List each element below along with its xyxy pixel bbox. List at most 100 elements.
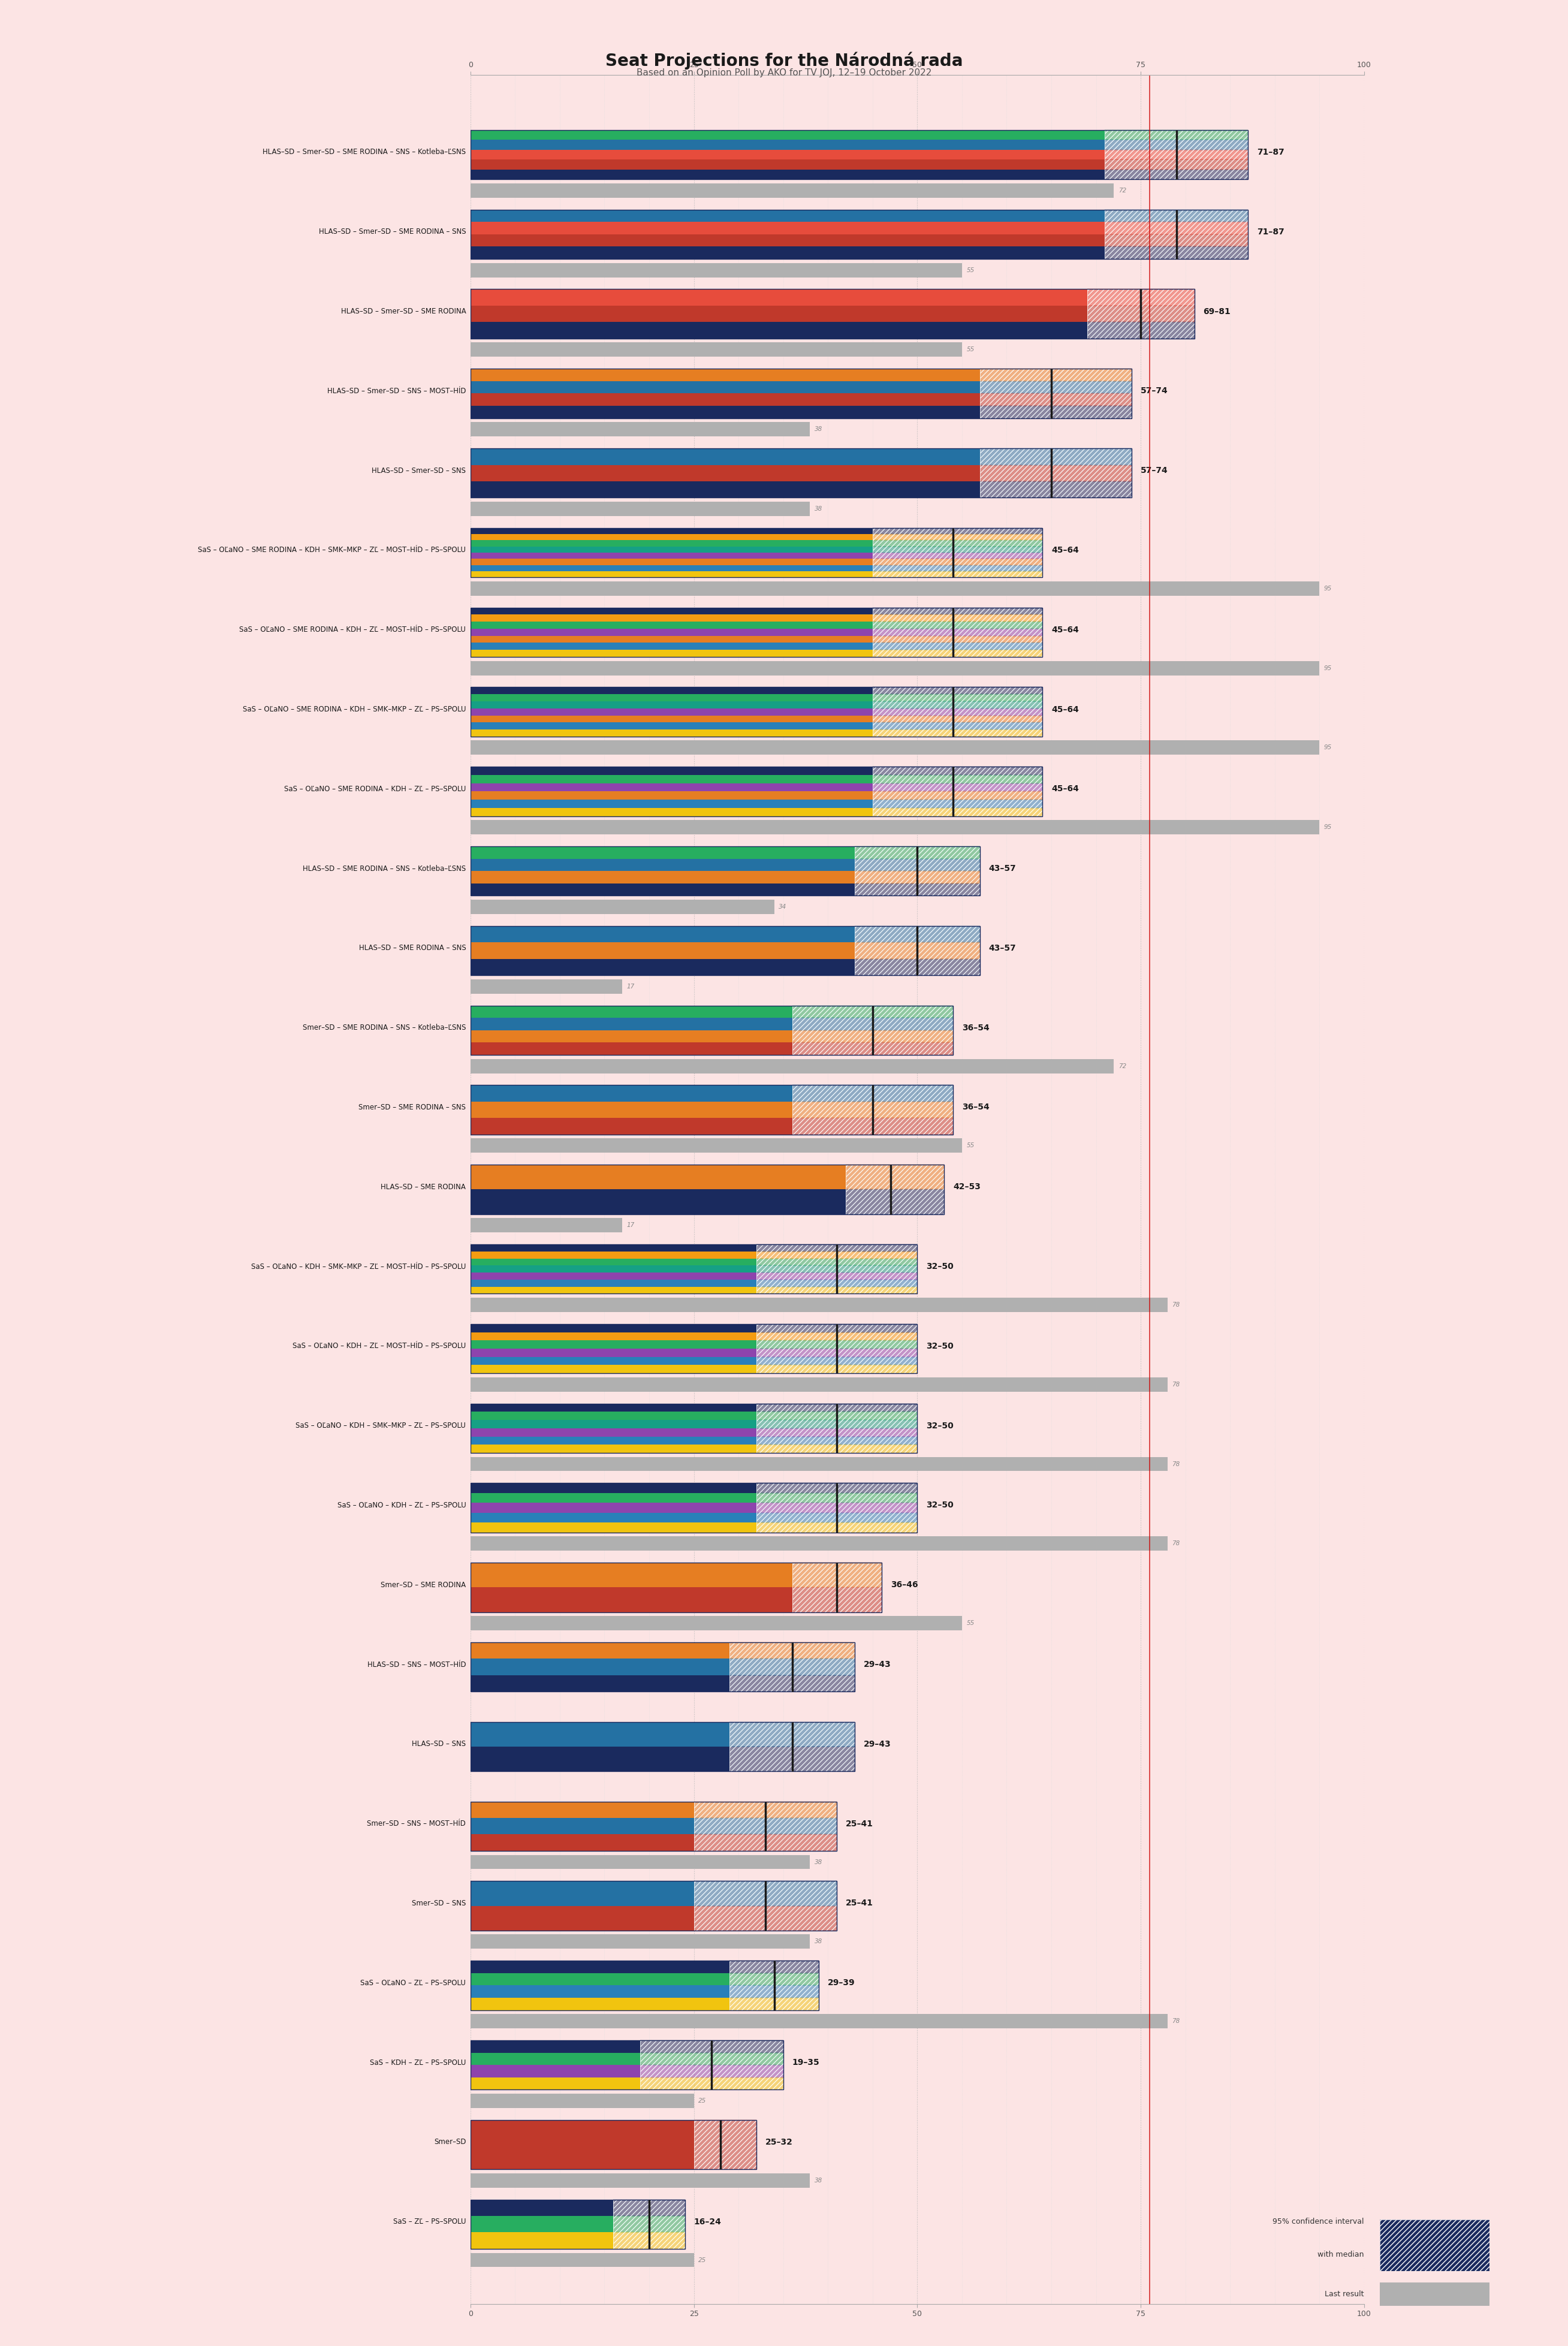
Bar [872,540,1043,547]
Bar [470,129,1248,178]
Bar [872,791,1043,800]
Text: 95: 95 [1323,823,1331,830]
Bar [693,1881,837,1905]
Bar [872,615,1043,622]
Bar [470,1103,792,1119]
Bar [470,540,872,547]
Text: 55: 55 [966,1621,974,1626]
Bar [693,1905,837,1931]
Bar [756,1349,917,1356]
Bar [756,1429,917,1436]
Bar [470,209,1105,223]
Bar [756,1243,917,1250]
Bar [756,1436,917,1445]
Text: SaS – OĽaNO – KDH – ZĽ – PS–SPOLU: SaS – OĽaNO – KDH – ZĽ – PS–SPOLU [337,1501,466,1508]
Bar [470,1030,792,1042]
Bar [470,1483,756,1492]
Bar [792,1119,953,1135]
Text: Smer–SD – SNS: Smer–SD – SNS [412,1900,466,1907]
Text: Smer–SD – SME RODINA: Smer–SD – SME RODINA [381,1581,466,1588]
Bar [872,687,1043,694]
Bar [980,394,1132,406]
Bar [640,2064,784,2076]
Bar [729,1675,855,1691]
Bar [470,694,872,701]
Bar [470,528,872,535]
Bar [872,528,1043,535]
Bar [756,1492,917,1504]
Bar [470,927,855,943]
Bar [756,1257,917,1264]
Text: 38: 38 [814,1858,823,1865]
Bar [470,1403,756,1412]
Bar [729,1642,855,1659]
Bar [855,870,980,884]
Bar [1105,209,1248,223]
Bar [872,535,1043,540]
Bar [470,1164,845,1189]
Bar [729,1659,855,1675]
Text: Smer–SD – SME RODINA – SNS – Kotleba–ĽSNS: Smer–SD – SME RODINA – SNS – Kotleba–ĽSN… [303,1023,466,1032]
Text: 34: 34 [779,903,787,910]
Bar [640,2076,784,2090]
Bar [470,465,980,481]
Bar [693,2121,756,2170]
Text: 36–54: 36–54 [963,1103,989,1112]
Bar [872,708,1043,716]
Bar [855,960,980,976]
Bar [756,1333,917,1340]
Text: 17: 17 [627,983,635,990]
Bar [470,1042,792,1056]
Bar [756,1349,917,1356]
Bar [756,1279,917,1286]
Bar [756,1340,917,1349]
Bar [470,1856,811,1870]
Text: 29–43: 29–43 [864,1661,891,1668]
Bar [872,701,1043,708]
Bar [729,1722,855,1745]
Text: 57–74: 57–74 [1142,467,1168,474]
Bar [693,1802,837,1818]
Bar [470,1802,693,1818]
Bar [470,2121,693,2170]
Bar [872,615,1043,622]
Bar [756,1257,917,1264]
Bar [756,1513,917,1523]
Text: 72: 72 [1118,1063,1126,1070]
Bar [980,465,1132,481]
Bar [470,289,1087,305]
Bar [470,1006,953,1056]
Bar [756,1286,917,1293]
Bar [470,629,872,636]
Bar [470,1429,756,1436]
Bar [693,1835,837,1851]
Text: 25–41: 25–41 [845,1900,873,1907]
Bar [756,1412,917,1419]
Bar [1105,160,1248,169]
Bar [470,899,775,915]
Bar [470,2233,613,2250]
Bar [470,1616,963,1630]
Text: HLAS–SD – Smer–SD – SME RODINA: HLAS–SD – Smer–SD – SME RODINA [340,307,466,314]
Bar [872,643,1043,650]
Bar [640,2041,784,2090]
Bar [640,2064,784,2076]
Bar [872,716,1043,723]
Bar [613,2201,685,2217]
Bar [756,1419,917,1429]
Bar [729,1999,818,2011]
Bar [470,859,855,870]
Text: 78: 78 [1171,2018,1181,2025]
Text: 95% confidence interval: 95% confidence interval [1273,2217,1364,2226]
Bar [470,1483,917,1532]
Bar [470,622,872,629]
Bar [640,2053,784,2064]
Bar [756,1492,917,1504]
Bar [470,2121,756,2170]
Bar [470,554,872,558]
Bar [845,1189,944,1215]
Bar [470,1659,729,1675]
Bar [470,1523,756,1532]
Bar [729,1745,855,1771]
Bar [792,1042,953,1056]
